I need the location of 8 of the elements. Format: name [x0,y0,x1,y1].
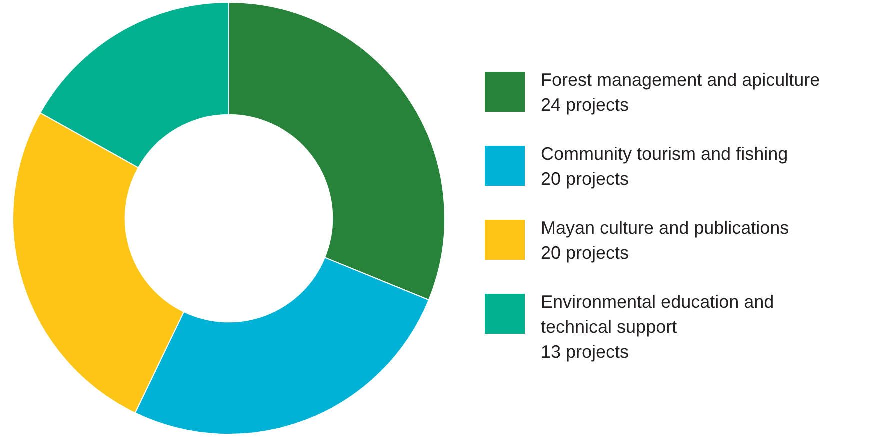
data-label: 13 projects [541,341,630,364]
legend-label: Environmental education and technical support [541,291,774,339]
data-label: 24 projects [541,94,630,117]
legend-label: Mayan culture and publications [541,217,790,240]
data-label: 20 projects [541,168,630,191]
legend-label: Forest management and apiculture [541,69,820,92]
data-label: 20 projects [541,242,630,265]
legend-label: Community tourism and fishing [541,143,788,166]
